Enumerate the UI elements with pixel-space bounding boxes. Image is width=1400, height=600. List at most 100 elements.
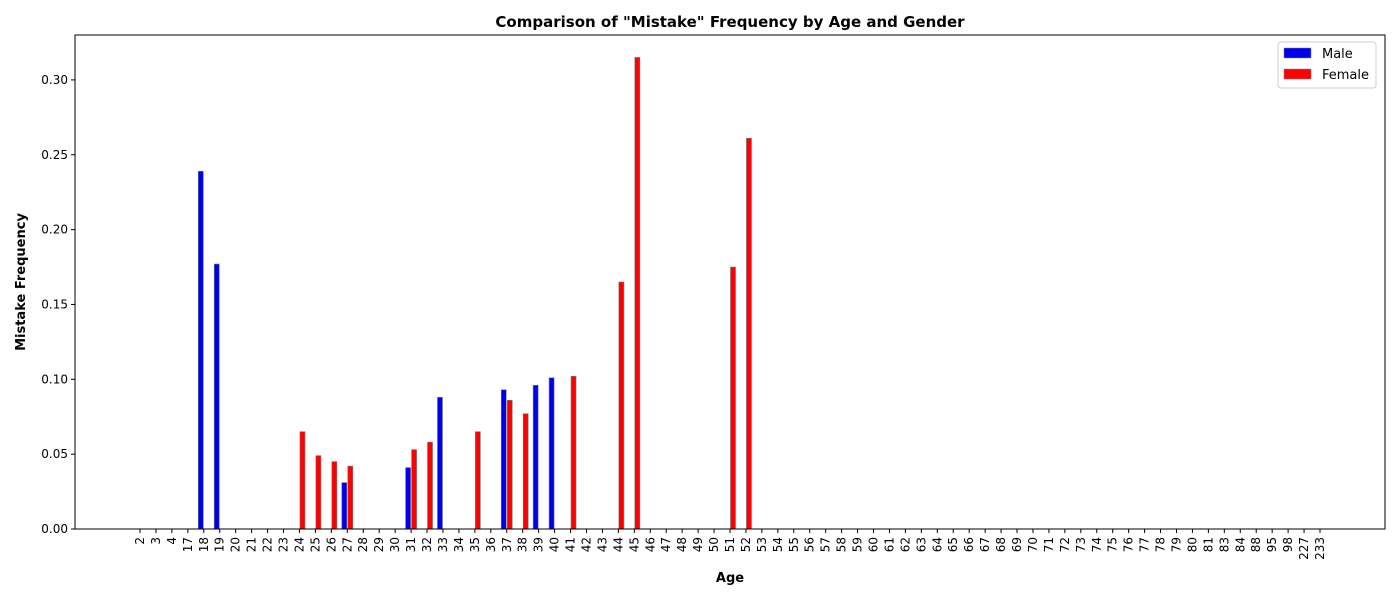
x-axis: 2 3 4 17 18 19 20 21 22 23 24 25 26 27 28 29 30 31 32 33 34 3… [133, 529, 1327, 560]
legend-swatch-male [1283, 47, 1312, 59]
x-tick-label: 50 [707, 537, 721, 552]
chart-title: Comparison of "Mistake" Frequency by Age… [495, 13, 965, 31]
x-tick-label: 67 [978, 537, 992, 552]
x-tick-label: 30 [388, 537, 402, 552]
x-tick-label: 70 [1026, 537, 1040, 552]
x-tick-label: 39 [532, 537, 546, 552]
x-tick-label: 3 [149, 537, 163, 545]
x-tick-label: 42 [579, 537, 593, 552]
legend: Male Female [1277, 41, 1377, 89]
x-tick-label: 72 [1058, 537, 1072, 552]
x-tick-label: 59 [851, 537, 865, 552]
y-axis-label: Mistake Frequency [14, 213, 29, 351]
x-tick-label: 21 [245, 537, 259, 552]
x-tick-label: 27 [340, 537, 354, 552]
bar-female-35 [475, 431, 481, 530]
bar-female-41 [570, 376, 577, 530]
x-tick-label: 88 [1249, 537, 1263, 552]
bar-female-44 [618, 281, 625, 530]
bar-male-39 [532, 384, 539, 530]
x-tick-label: 61 [882, 537, 896, 552]
plot-frame [74, 34, 1386, 530]
x-tick-label: 71 [1042, 537, 1056, 552]
x-axis-label: Age [716, 571, 744, 586]
x-tick-label: 60 [867, 537, 881, 552]
bar-female-45 [634, 57, 641, 530]
y-tick-label: 0.20 [41, 223, 68, 237]
x-tick-label: 54 [771, 537, 785, 552]
bar-female-31 [411, 449, 417, 530]
bar-female-37 [506, 399, 513, 530]
x-tick-label: 52 [739, 537, 753, 552]
x-tick-label: 17 [181, 537, 195, 552]
legend-label-male: Male [1322, 47, 1353, 62]
y-tick-label: 0.00 [41, 522, 68, 536]
x-tick-label: 233 [1313, 537, 1327, 560]
x-tick-label: 57 [819, 537, 833, 552]
x-tick-label: 4 [165, 537, 179, 545]
x-tick-label: 25 [308, 537, 322, 552]
x-tick-label: 68 [994, 537, 1008, 552]
x-tick-label: 43 [595, 537, 609, 552]
bar-female-32 [427, 441, 433, 530]
x-tick-label: 65 [946, 537, 960, 552]
x-tick-label: 76 [1122, 537, 1136, 552]
x-tick-label: 58 [835, 537, 849, 552]
x-tick-label: 55 [787, 537, 801, 552]
x-tick-label: 48 [675, 537, 689, 552]
bar-female-26 [331, 461, 338, 530]
x-tick-label: 28 [356, 537, 370, 552]
x-tick-label: 78 [1154, 537, 1168, 552]
x-tick-label: 44 [611, 537, 625, 552]
y-axis: 0.00 0.05 0.10 0.15 0.20 0.25 0.30 [41, 73, 75, 536]
x-tick-label: 2 [133, 537, 147, 545]
x-tick-label: 31 [404, 537, 418, 552]
x-tick-label: 62 [898, 537, 912, 552]
bar-female-38 [522, 413, 529, 530]
legend-label-female: Female [1322, 68, 1369, 83]
x-tick-label: 74 [1090, 537, 1104, 552]
x-tick-label: 79 [1169, 537, 1183, 552]
x-tick-label: 49 [691, 537, 705, 552]
y-tick-label: 0.15 [41, 297, 68, 311]
bar-male-40 [548, 377, 555, 530]
x-tick-label: 33 [436, 537, 450, 552]
bar-male-37 [500, 389, 507, 530]
x-tick-label: 35 [468, 537, 482, 552]
x-tick-label: 19 [213, 537, 227, 552]
y-tick-label: 0.10 [41, 372, 68, 386]
x-tick-label: 38 [516, 537, 530, 552]
x-tick-label: 26 [324, 537, 338, 552]
x-tick-label: 29 [372, 537, 386, 552]
y-tick-label: 0.05 [41, 447, 68, 461]
x-tick-label: 46 [643, 537, 657, 552]
y-tick-label: 0.25 [41, 148, 68, 162]
bar-male-33 [437, 396, 443, 530]
x-tick-label: 36 [484, 537, 498, 552]
x-tick-label: 24 [292, 537, 306, 552]
x-tick-label: 98 [1281, 537, 1295, 552]
x-tick-label: 84 [1233, 537, 1247, 552]
x-tick-label: 83 [1217, 537, 1231, 552]
x-tick-label: 23 [277, 537, 291, 552]
x-tick-label: 32 [420, 537, 434, 552]
x-tick-label: 69 [1010, 537, 1024, 552]
x-tick-label: 41 [564, 537, 578, 552]
x-tick-label: 37 [500, 537, 514, 552]
legend-swatch-female [1283, 68, 1312, 80]
x-tick-label: 34 [452, 537, 466, 552]
bars-group [197, 57, 752, 530]
x-tick-label: 64 [930, 537, 944, 552]
bar-female-25 [315, 455, 322, 530]
bar-female-51 [730, 266, 736, 530]
x-tick-label: 22 [261, 537, 275, 552]
x-tick-label: 45 [627, 537, 641, 552]
bar-male-27 [341, 482, 348, 530]
x-tick-label: 63 [914, 537, 928, 552]
bar-male-18 [197, 170, 204, 530]
x-tick-label: 66 [962, 537, 976, 552]
bar-male-31 [405, 467, 411, 530]
x-tick-label: 75 [1106, 537, 1120, 552]
bar-female-24 [299, 431, 306, 530]
